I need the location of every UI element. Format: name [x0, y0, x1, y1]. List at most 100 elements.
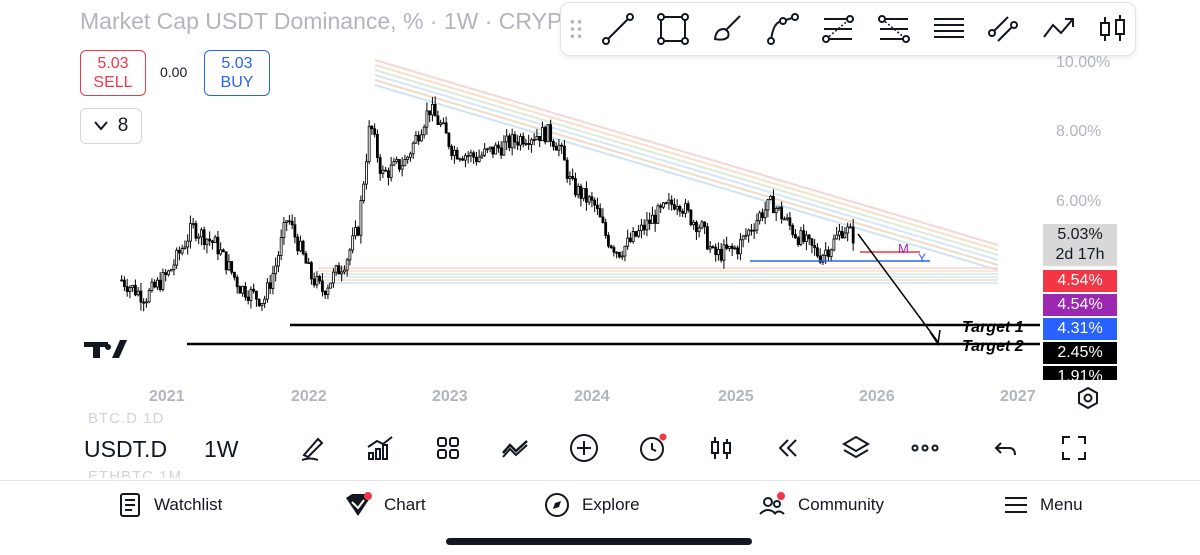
- candle-body: [387, 170, 390, 178]
- candle-body: [530, 139, 533, 145]
- support-zone-lines[interactable]: [318, 267, 998, 284]
- candle-body: [378, 157, 382, 174]
- candle-body: [370, 125, 374, 130]
- nav-watchlist[interactable]: Watchlist: [118, 489, 222, 521]
- candle-body: [147, 290, 151, 303]
- trendline-fan-line[interactable]: [374, 74, 999, 261]
- alert-button[interactable]: [634, 430, 670, 466]
- candle-body: [167, 270, 170, 276]
- candle-body: [827, 249, 830, 257]
- nav-chart[interactable]: Chart: [344, 489, 426, 521]
- hamburger-icon: [1005, 497, 1027, 513]
- candle-body: [268, 282, 272, 289]
- fullscreen-icon: [1062, 436, 1086, 460]
- sell-button[interactable]: 5.03 SELL: [80, 50, 146, 96]
- target-1-label: Target 1: [962, 319, 1024, 336]
- candle-body: [736, 247, 740, 255]
- trendline-fan-line[interactable]: [374, 79, 999, 266]
- year-2023: 2023: [432, 388, 468, 405]
- horizontal-lines-tool[interactable]: [927, 9, 970, 49]
- ghost-symbol-below: ETHBTC 1M: [88, 468, 183, 478]
- candle-body: [571, 175, 575, 179]
- more-button[interactable]: [907, 430, 943, 466]
- parallel-channel-icon: [987, 16, 1018, 42]
- candle-body: [326, 287, 330, 296]
- candle-body: [433, 104, 437, 117]
- time-axis[interactable]: 2021 2022 2023 2024 2025 2026 2027: [0, 380, 1120, 416]
- trend-line-tool[interactable]: [597, 9, 640, 49]
- home-indicator[interactable]: [446, 538, 752, 545]
- candle-body: [321, 280, 324, 292]
- layouts-button[interactable]: [430, 430, 466, 466]
- candle-body: [840, 230, 844, 239]
- candle-body: [310, 262, 313, 280]
- trendline-fan-line[interactable]: [374, 84, 999, 271]
- trend-line-icon: [602, 13, 635, 45]
- nav-community-label: Community: [798, 495, 884, 514]
- fullscreen-button[interactable]: [1056, 430, 1092, 466]
- drag-handle-icon[interactable]: [567, 14, 585, 44]
- trendline-fan-line[interactable]: [374, 69, 999, 256]
- symbol-name[interactable]: USDT.D: [84, 436, 168, 462]
- brush-tool[interactable]: [707, 9, 750, 49]
- indicators-button[interactable]: [362, 430, 398, 466]
- candle-body: [238, 286, 242, 294]
- undo-icon: [994, 442, 1016, 456]
- candle-body: [730, 245, 734, 249]
- object-tree-button[interactable]: [838, 430, 874, 466]
- rectangle-tool[interactable]: [652, 9, 695, 49]
- candle-body: [381, 169, 385, 174]
- fib-retracement-icon: [822, 15, 855, 43]
- candle-body: [802, 230, 806, 242]
- fib-retracement-tool[interactable]: [817, 9, 860, 49]
- price-scale[interactable]: 10.00% 8.00% 6.00% 5.03% 2d 17h 4.54% 4.…: [1040, 50, 1120, 380]
- tick-8: 8.00%: [1056, 123, 1102, 140]
- projection-arrow[interactable]: [857, 233, 939, 343]
- interval-selector[interactable]: 1W: [204, 436, 239, 462]
- candle-body: [260, 302, 264, 307]
- price-chart[interactable]: M Y Target 1 Target 2: [0, 50, 1040, 380]
- candle-body: [612, 247, 616, 253]
- compare-button[interactable]: [497, 430, 533, 466]
- draw-button[interactable]: [295, 430, 331, 466]
- watchlist-icon: [120, 493, 140, 517]
- candle-body: [189, 223, 192, 242]
- candle-body: [532, 139, 536, 141]
- buy-button[interactable]: 5.03 BUY: [204, 50, 270, 96]
- nav-community[interactable]: Community: [758, 489, 884, 521]
- arrow-head: [929, 329, 941, 347]
- nav-explore-label: Explore: [582, 495, 640, 514]
- chart-type-button[interactable]: [703, 430, 739, 466]
- candle-body: [161, 272, 165, 290]
- candle-body: [747, 229, 751, 236]
- candle-body: [640, 224, 643, 232]
- path-tool[interactable]: [762, 9, 805, 49]
- trendline-fan-line[interactable]: [374, 64, 999, 251]
- candle-body: [510, 134, 514, 149]
- candle-body: [398, 159, 401, 170]
- candles-tool[interactable]: [1092, 9, 1135, 49]
- chevron-down-icon: [93, 121, 108, 131]
- add-button[interactable]: [566, 430, 602, 466]
- candle-body: [703, 221, 707, 228]
- replay-button[interactable]: [770, 430, 806, 466]
- target-2-label: Target 2: [962, 338, 1024, 355]
- line-chart-tool[interactable]: [1037, 9, 1080, 49]
- parallel-channel-tool[interactable]: [982, 9, 1025, 49]
- sell-price: 5.03: [97, 55, 129, 72]
- indicators-toggle[interactable]: 8: [80, 108, 142, 144]
- nav-menu[interactable]: Menu: [1004, 489, 1083, 521]
- trendline-fan-line[interactable]: [374, 59, 999, 246]
- settings-hex-icon[interactable]: [1076, 386, 1100, 410]
- descending-trendline-fan[interactable]: [374, 59, 999, 271]
- candle-body: [315, 275, 319, 286]
- candle-body: [516, 141, 520, 146]
- candle-body: [123, 279, 126, 287]
- fib-extension-tool[interactable]: [872, 9, 915, 49]
- undo-button[interactable]: [988, 430, 1024, 466]
- candlestick-icon: [711, 437, 731, 459]
- nav-explore[interactable]: Explore: [544, 489, 640, 521]
- tick-10: 10.00%: [1056, 54, 1111, 71]
- candle-body: [634, 231, 638, 237]
- year-2026: 2026: [859, 388, 895, 405]
